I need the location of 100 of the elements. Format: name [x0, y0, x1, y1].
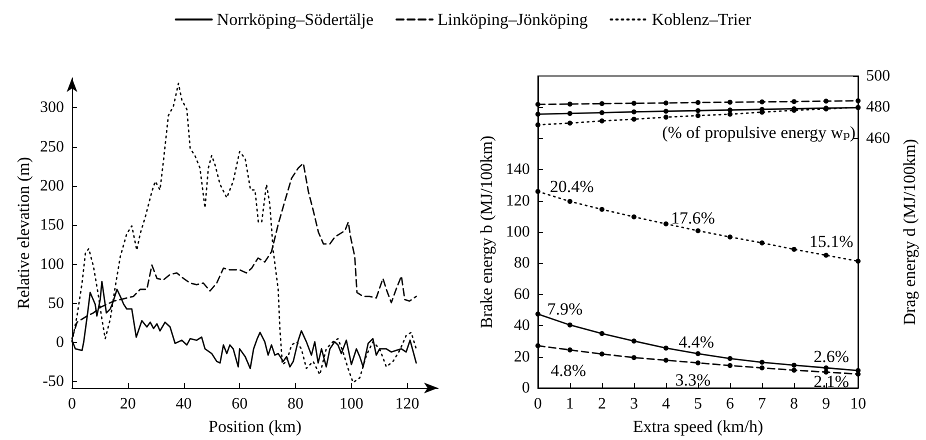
point: [856, 372, 861, 377]
x-tick-label: 60: [232, 396, 248, 412]
point: [728, 112, 733, 117]
y-tick-label: 150: [40, 216, 64, 234]
point: [696, 113, 700, 118]
x-tick-label: 100: [339, 396, 364, 412]
point: [663, 100, 668, 106]
point: [631, 116, 636, 122]
x-tick-label: 0: [68, 396, 76, 412]
point: [599, 110, 604, 116]
point: [792, 246, 797, 252]
y-tick-label: -50: [42, 373, 64, 390]
x-tick-label: 4: [662, 396, 670, 412]
legend-label: Linköping–Jönköping: [438, 10, 588, 29]
point: [760, 365, 765, 370]
x-tick-label: 0: [534, 396, 542, 412]
point: [631, 355, 636, 360]
x-tick-label: 1: [566, 396, 574, 412]
point: [535, 112, 540, 117]
annotation: 17.6%: [670, 208, 715, 228]
point: [824, 365, 829, 370]
point: [535, 188, 540, 194]
point: [696, 100, 700, 106]
point: [663, 358, 668, 363]
y-tick-label: 0: [56, 334, 64, 352]
legend-label: Koblenz–Trier: [652, 10, 752, 29]
point: [792, 362, 797, 368]
x-tick-label: 40: [176, 396, 192, 412]
point: [567, 198, 572, 204]
x-tick-label: 3: [630, 396, 638, 412]
x-tick-label: 120: [395, 396, 420, 412]
point: [535, 343, 540, 348]
point: [599, 351, 604, 356]
point: [663, 114, 668, 120]
point: [824, 98, 829, 104]
annotation: 7.9%: [547, 300, 583, 319]
legend-label: Norrköping–Södertälje: [216, 10, 374, 29]
point: [599, 101, 604, 106]
y-tick-label: 60: [514, 286, 530, 303]
point: [696, 228, 700, 234]
y2-tick-label: 480: [866, 98, 890, 116]
point: [760, 360, 765, 365]
x-tick-label: 80: [288, 396, 304, 412]
point: [599, 206, 604, 212]
annotation: 20.4%: [550, 176, 594, 196]
y-tick-label: 100: [40, 256, 64, 273]
x-tick-label: 2: [598, 396, 606, 412]
point: [663, 221, 668, 226]
point: [599, 118, 604, 124]
point: [760, 240, 765, 246]
point: [792, 368, 797, 373]
point: [535, 102, 540, 107]
point: [792, 99, 797, 104]
y-tick-label: 0: [522, 380, 530, 396]
x-tick-label: 8: [790, 396, 798, 412]
y-tick-label: 250: [40, 138, 64, 156]
point: [631, 214, 636, 220]
x-tick-label: 6: [726, 396, 734, 412]
point: [535, 122, 540, 128]
annotation: (% of propulsive energy wₚ): [662, 123, 856, 142]
point: [728, 356, 733, 362]
y-tick-label: 300: [40, 99, 64, 116]
y2-tick-label: 500: [866, 68, 890, 84]
point: [567, 110, 572, 116]
y2-axis-title: Drag energy d (MJ/100km): [900, 138, 919, 326]
annotation: 3.3%: [675, 370, 711, 390]
y-tick-label: 100: [506, 224, 530, 240]
point: [696, 351, 700, 356]
point: [567, 322, 572, 328]
y-axis-title: Brake energy b (MJ/100km): [477, 136, 496, 328]
x-axis-title: Position (km): [208, 417, 302, 436]
point: [631, 100, 636, 106]
x-tick-label: 20: [120, 396, 136, 412]
x-tick-label: 9: [822, 396, 830, 412]
point: [728, 234, 733, 240]
annotation: 15.1%: [809, 232, 854, 251]
x-tick-label: 5: [694, 396, 702, 412]
y-tick-label: 200: [40, 178, 64, 195]
y-tick-label: 50: [48, 294, 64, 312]
y-tick-label: 140: [506, 161, 530, 178]
y-tick-label: 20: [514, 348, 530, 366]
point: [599, 331, 604, 336]
point: [535, 312, 540, 317]
y-tick-label: 80: [514, 254, 530, 272]
annotation: 4.4%: [678, 332, 714, 352]
point: [631, 109, 636, 114]
y-tick-label: 120: [506, 192, 530, 210]
point: [856, 258, 861, 264]
x-tick-label: 7: [758, 396, 766, 412]
point: [856, 98, 861, 104]
point: [760, 99, 765, 104]
point: [631, 338, 636, 344]
point: [824, 370, 829, 375]
point: [728, 363, 733, 368]
point: [824, 252, 829, 258]
x-tick-label: 10: [850, 396, 866, 412]
annotation: 2.1%: [814, 372, 850, 392]
point: [567, 102, 572, 107]
annotation: 2.6%: [814, 346, 850, 366]
point: [696, 108, 700, 114]
